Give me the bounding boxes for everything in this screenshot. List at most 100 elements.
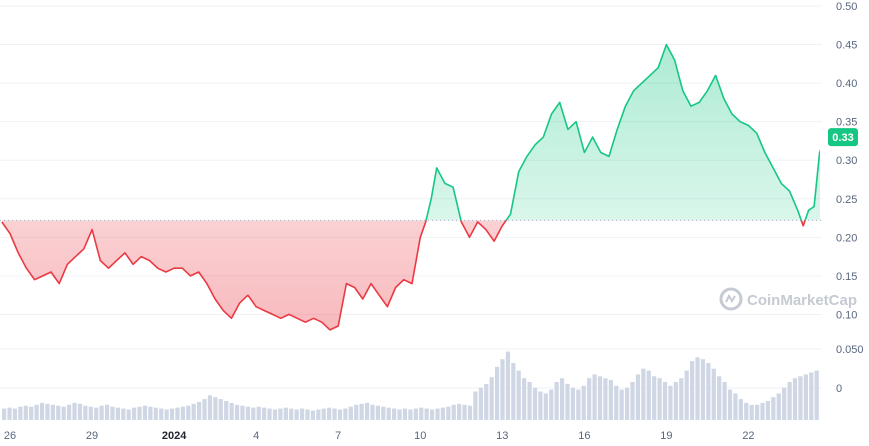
volume-bar xyxy=(332,408,337,420)
volume-bar xyxy=(34,404,39,420)
volume-bar xyxy=(451,404,456,420)
volume-bar xyxy=(191,403,196,420)
volume-bar xyxy=(180,406,185,420)
volume-bar xyxy=(624,387,630,420)
volume-bar xyxy=(419,407,424,420)
volume-bar xyxy=(234,404,240,420)
volume-tick-label: 0.050 xyxy=(836,344,864,356)
volume-bar xyxy=(392,408,397,420)
volume-bar xyxy=(402,408,408,420)
volume-bar xyxy=(798,376,803,420)
volume-bar xyxy=(267,408,272,420)
volume-bar xyxy=(527,382,532,420)
volume-bar xyxy=(792,378,798,420)
volume-bar xyxy=(413,408,418,420)
volume-bar xyxy=(175,407,180,420)
volume-bar xyxy=(662,382,668,420)
volume-bar xyxy=(72,402,77,420)
x-tick-label: 26 xyxy=(4,430,16,442)
volume-bar xyxy=(207,395,213,420)
volume-bar xyxy=(646,370,651,420)
volume-bar xyxy=(440,407,446,420)
volume-bar xyxy=(262,407,267,420)
volume-bar xyxy=(559,378,565,420)
volume-bar xyxy=(657,378,662,420)
volume-bar xyxy=(668,385,673,420)
volume-bar xyxy=(186,405,191,420)
volume-bar xyxy=(549,389,554,420)
volume-bar xyxy=(587,378,592,420)
volume-bar xyxy=(581,385,586,420)
y-tick-label: 0.40 xyxy=(836,78,857,90)
volume-bar xyxy=(354,404,359,420)
volume-bar xyxy=(543,393,548,420)
volume-bar xyxy=(278,408,283,420)
area-fill-down xyxy=(1,220,820,330)
volume-bar xyxy=(45,403,50,420)
volume-bar xyxy=(489,377,494,420)
volume-bar xyxy=(597,376,603,420)
volume-bar xyxy=(67,404,72,420)
volume-bar xyxy=(218,399,223,420)
volume-bar xyxy=(18,406,23,420)
volume-bar xyxy=(375,405,381,420)
price-axis-ticks: 0.50 0.45 0.40 0.35 0.30 0.25 0.20 0.15 0.10 xyxy=(836,1,857,321)
volume-bar xyxy=(359,403,364,420)
volume-bar xyxy=(229,402,234,420)
volume-bar xyxy=(652,376,657,420)
volume-bar xyxy=(29,406,34,420)
volume-bar xyxy=(749,404,754,420)
coinmarketcap-watermark: CoinMarketCap xyxy=(719,287,857,311)
volume-bar xyxy=(711,368,716,420)
volume-bar xyxy=(532,387,538,420)
volume-bar xyxy=(272,409,278,420)
volume-bar xyxy=(251,407,256,420)
volume-bar xyxy=(110,406,115,420)
volume-bar xyxy=(104,404,110,420)
volume-bar xyxy=(56,405,61,420)
volume-bar xyxy=(522,378,527,420)
volume-bar xyxy=(397,409,402,420)
volume-bar xyxy=(126,409,131,420)
volume-bar xyxy=(565,383,570,420)
volume-bar xyxy=(343,408,348,420)
volume-bar xyxy=(803,374,808,420)
volume-bar xyxy=(77,403,83,420)
volume-bar xyxy=(424,408,429,420)
y-tick-label: 0.50 xyxy=(836,1,857,13)
volume-bar xyxy=(776,393,781,420)
volume-bar xyxy=(7,407,12,420)
y-tick-label: 0.45 xyxy=(836,40,857,52)
x-tick-label: 4 xyxy=(253,430,259,442)
volume-bar xyxy=(462,404,467,420)
volume-bar xyxy=(429,409,435,420)
volume-bar xyxy=(224,401,229,420)
volume-bar xyxy=(137,406,142,420)
volume-bar xyxy=(782,387,787,420)
price-line-up xyxy=(425,43,820,221)
volume-bar xyxy=(689,361,695,420)
volume-bar xyxy=(386,407,391,420)
volume-bar xyxy=(500,359,505,420)
volume-bar xyxy=(630,382,635,420)
volume-bar xyxy=(717,376,722,420)
y-tick-label: 0.10 xyxy=(836,309,857,321)
volume-bar xyxy=(240,405,245,420)
volume-bar xyxy=(473,391,478,420)
volume-bar xyxy=(614,385,619,420)
volume-bar xyxy=(148,406,153,420)
volume-bar xyxy=(2,408,7,420)
volume-bar xyxy=(337,409,343,420)
x-tick-label: 13 xyxy=(496,430,508,442)
volume-bar xyxy=(738,399,743,420)
volume-bar xyxy=(94,407,99,420)
x-tick-label: 22 xyxy=(742,430,754,442)
volume-bar xyxy=(494,366,500,420)
volume-bar xyxy=(23,405,28,420)
volume-bar xyxy=(115,407,120,420)
x-tick-label: 10 xyxy=(414,430,426,442)
volume-bar xyxy=(245,406,250,420)
volume-bar xyxy=(700,359,706,420)
volume-bar xyxy=(142,405,148,420)
